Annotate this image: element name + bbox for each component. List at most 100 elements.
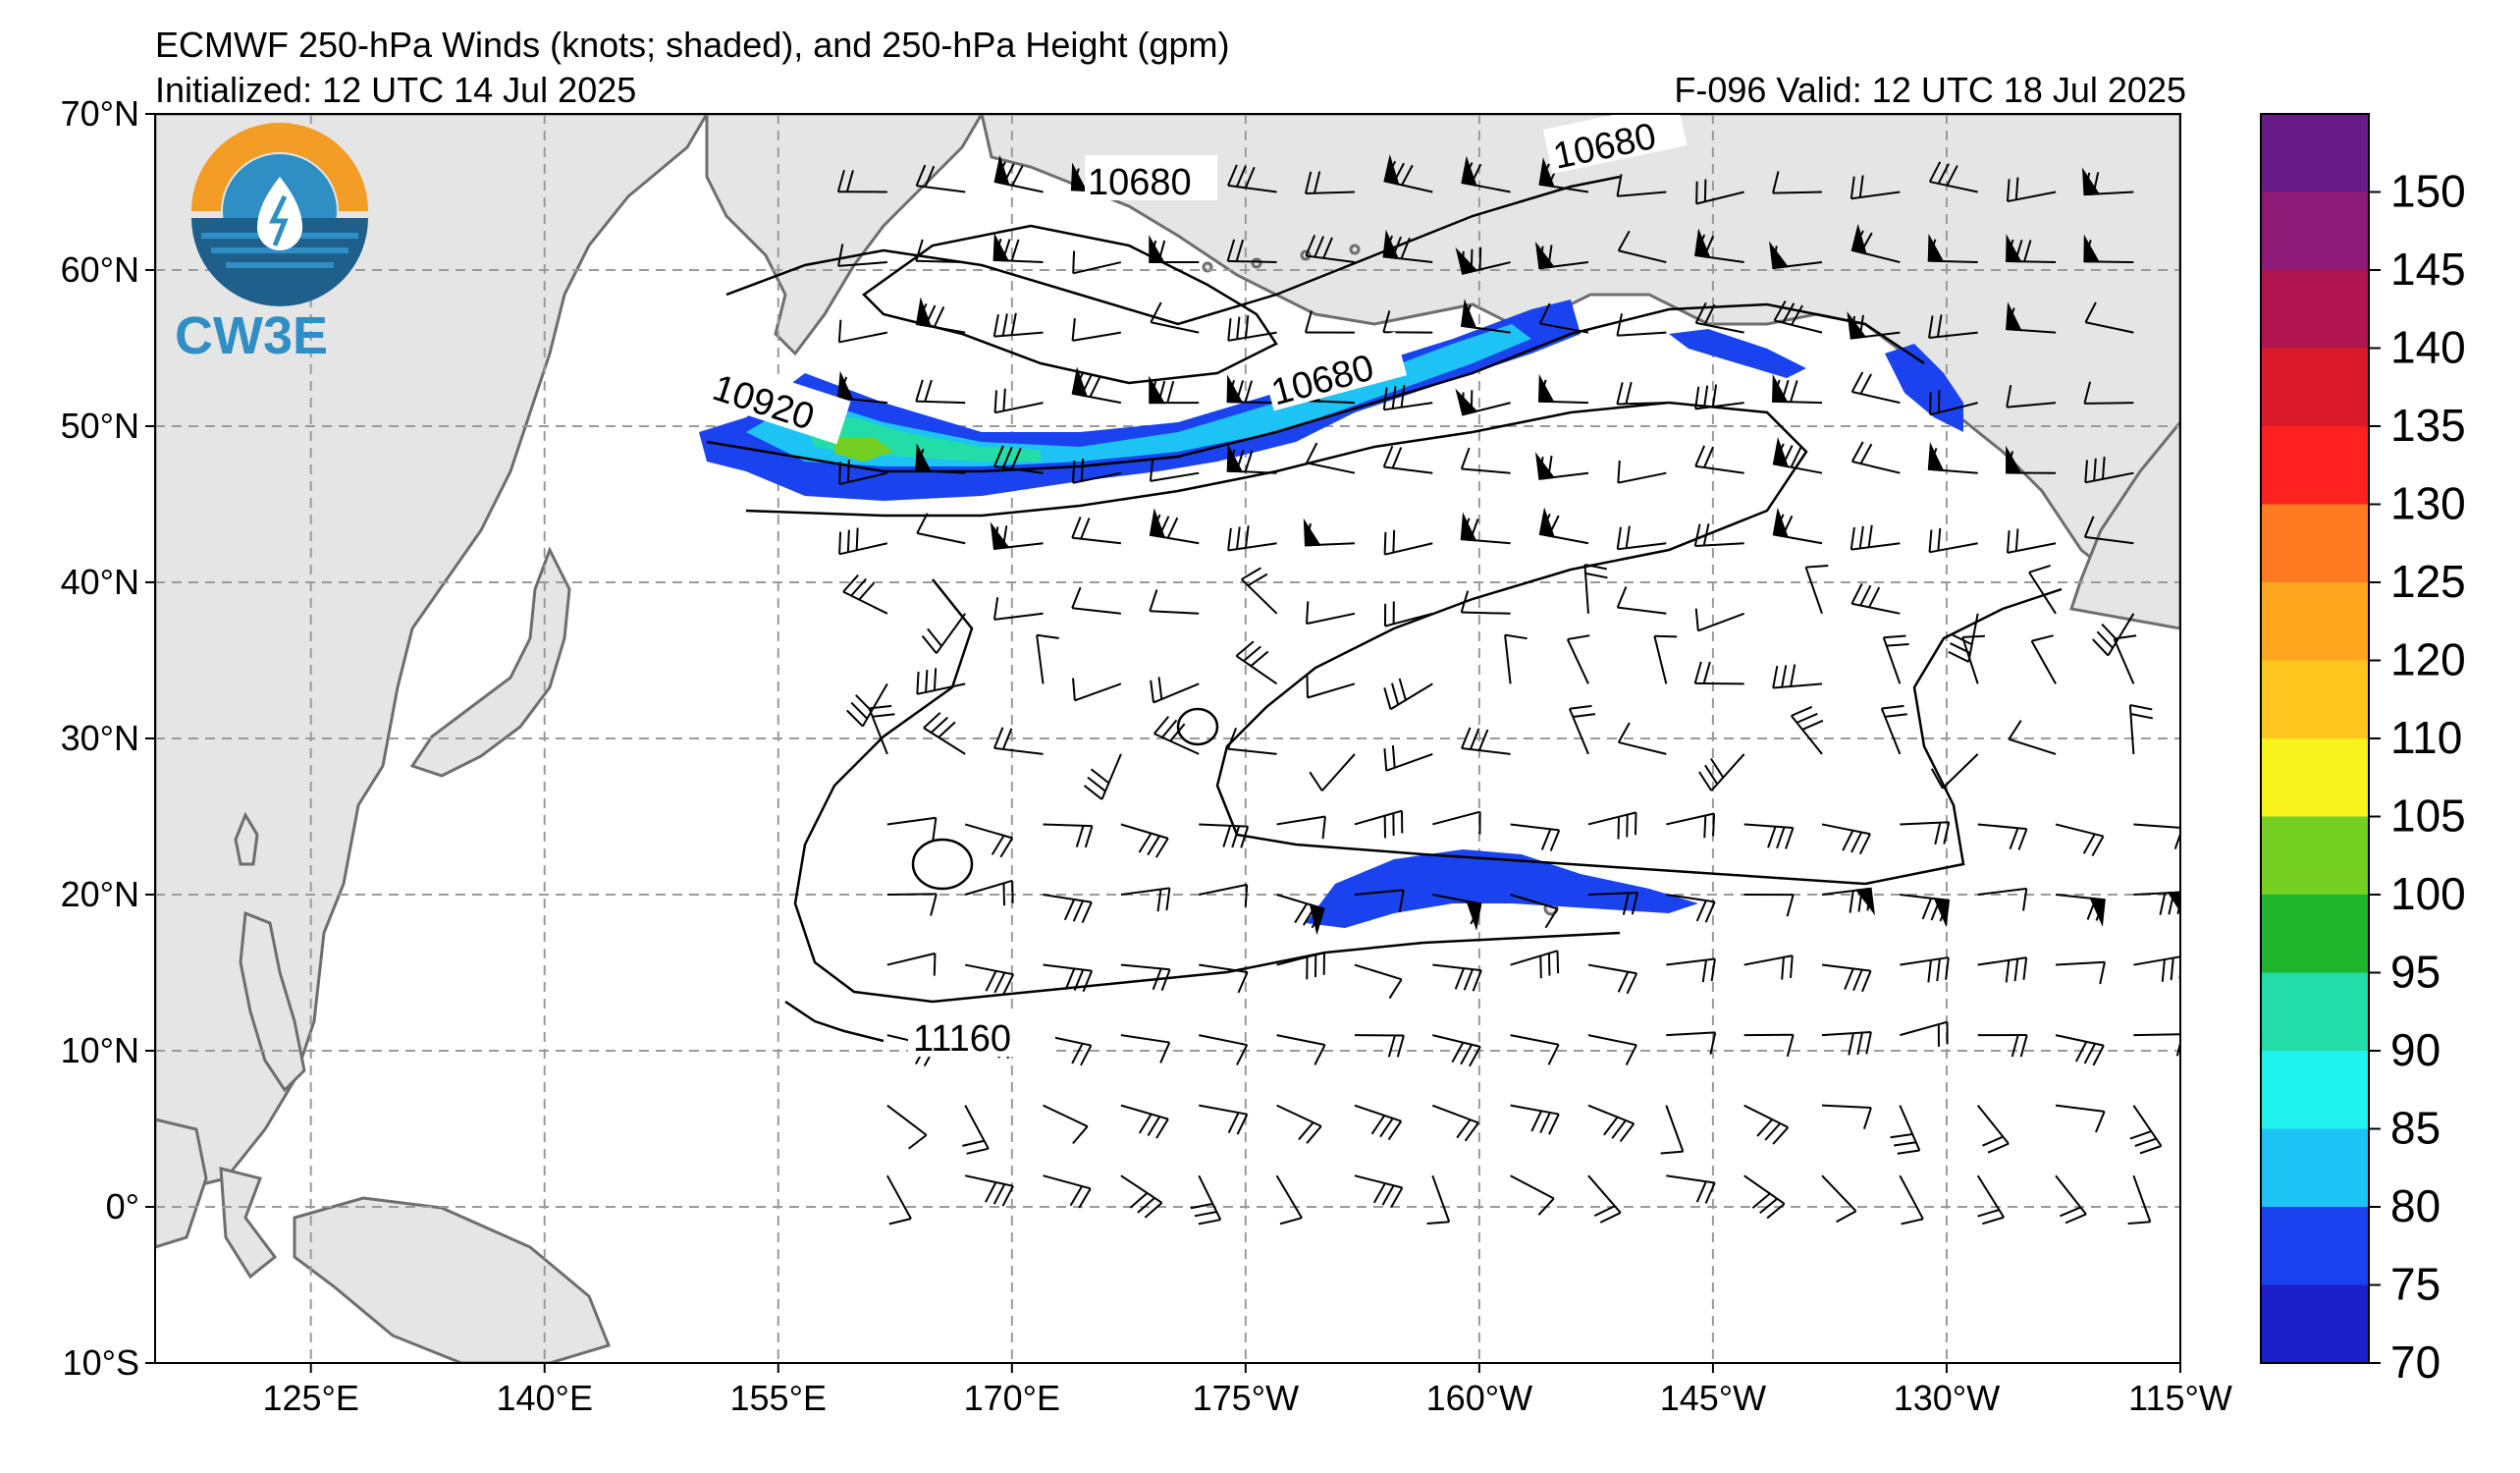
- wind-barb: [2008, 720, 2057, 755]
- wind-barb: [1900, 956, 1950, 983]
- wind-barb: [1534, 241, 1589, 270]
- wind-barb: [2082, 167, 2134, 196]
- colorbar-swatch: [2261, 191, 2369, 271]
- wind-barb: [923, 712, 966, 755]
- wind-barb: [1666, 1174, 1716, 1204]
- wind-barb: [1461, 727, 1511, 755]
- lon-tick-label: 140°E: [496, 1378, 592, 1418]
- wind-barb: [2083, 234, 2134, 264]
- wind-barb: [1199, 823, 1250, 848]
- wind-barb: [1693, 523, 1744, 548]
- wind-barb: [1354, 963, 1403, 1000]
- wind-barb: [1120, 887, 1171, 912]
- wind-barb: [1227, 525, 1277, 552]
- wind-barb: [992, 233, 1044, 264]
- jet-core-85kt: [746, 324, 1531, 466]
- wind-barb: [921, 613, 967, 654]
- wind-barb: [2084, 301, 2134, 334]
- wind-barb: [2128, 704, 2154, 754]
- wind-barb: [1227, 164, 1277, 193]
- wind-barb: [1432, 1034, 1481, 1067]
- wind-barb: [1666, 957, 1716, 983]
- wind-barb: [992, 727, 1044, 755]
- colorbar-tick-label: 90: [2390, 1024, 2440, 1075]
- wind-barb: [2133, 891, 2180, 915]
- wind-barb: [1850, 223, 1901, 264]
- wind-barb: [1929, 390, 1978, 416]
- colorbar-tick-label: 135: [2390, 400, 2466, 451]
- wind-barb: [1821, 1174, 1857, 1224]
- wind-barb: [886, 816, 938, 841]
- contour-label: 11160: [913, 1018, 1011, 1060]
- wind-barb: [1587, 811, 1637, 840]
- wind-barb: [1309, 753, 1356, 791]
- wind-barb: [846, 682, 888, 728]
- contour-label-bg: [1261, 331, 1408, 411]
- colorbar-swatch: [2261, 660, 2369, 739]
- height-contour-small-ring: [1176, 707, 1219, 746]
- height-contours: [706, 175, 2063, 1043]
- logo-sun-arc: [191, 123, 368, 211]
- wind-barb: [1850, 524, 1901, 551]
- colorbar-tick-label: 120: [2390, 634, 2466, 685]
- wind-barb: [1900, 821, 1951, 846]
- wind-barb: [1850, 582, 1901, 615]
- axes: 70°N 60°N 50°N 40°N 30°N 20°N 10°N 0° 10°S 125°E 1…: [61, 93, 2232, 1418]
- wind-barb: [1036, 633, 1059, 684]
- contour-label: 10680: [1088, 162, 1192, 203]
- wind-barb: [1354, 1174, 1404, 1208]
- wind-barb: [886, 1104, 928, 1150]
- colorbar-tick-label: 95: [2390, 947, 2440, 998]
- lat-tick-label: 50°N: [61, 406, 139, 446]
- wind-barb: [1149, 459, 1200, 482]
- wind-barb: [2055, 1174, 2087, 1225]
- wind-barb: [1666, 894, 1716, 923]
- lat-tick-label: 70°N: [61, 93, 139, 134]
- colorbar: 150 145 140 135 130 125 120 110 105 100 95 90 85 80 75…: [2260, 113, 2466, 1388]
- wind-barb: [1510, 1034, 1560, 1065]
- colorbar-tick-label: 140: [2390, 322, 2466, 373]
- colorbar-swatch: [2261, 1207, 2369, 1285]
- wind-barb: [1383, 601, 1433, 627]
- logo-text: CW3E: [175, 306, 328, 365]
- wind-barb: [1354, 809, 1404, 839]
- colorbar-tick-label: 145: [2390, 244, 2466, 295]
- wind-barb: [1432, 894, 1482, 931]
- height-contour-10800: [725, 175, 1621, 326]
- initialized-label: Initialized: 12 UTC 14 Jul 2025: [155, 70, 637, 110]
- wind-barb: [1383, 529, 1433, 556]
- lat-tick-label: 40°N: [61, 562, 139, 602]
- lon-tick-label: 125°E: [262, 1378, 358, 1418]
- wind-barb: [1199, 1034, 1249, 1065]
- wind-barb: [1821, 823, 1871, 855]
- wind-barb: [1150, 301, 1200, 334]
- colorbar-swatch: [2261, 426, 2369, 505]
- colorbar-swatch: [2261, 582, 2369, 661]
- wind-barb: [1510, 1174, 1555, 1216]
- colorbar-swatch: [2261, 738, 2369, 817]
- wind-barb: [1149, 235, 1200, 264]
- asia-landmass: [155, 114, 709, 1200]
- wind-barb: [1616, 313, 1667, 337]
- wind-barb: [1804, 565, 1829, 615]
- wind-barb: [886, 893, 938, 916]
- contour-label-bg: [908, 1011, 1055, 1057]
- wind-barb: [1276, 894, 1325, 936]
- wind-barb: [1535, 452, 1589, 480]
- wind-barb: [1276, 952, 1325, 980]
- wind-barb: [1617, 722, 1667, 755]
- wind-barb: [1587, 963, 1638, 995]
- wind-barb: [964, 879, 1014, 906]
- contour-label-bg: [1085, 155, 1217, 200]
- wind-barb: [1772, 171, 1823, 194]
- wind-barb: [1880, 704, 1907, 755]
- height-contour-high-center: [911, 838, 974, 891]
- wind-barb: [2006, 528, 2057, 554]
- wind-barb: [1149, 375, 1200, 405]
- wind-barb: [1043, 1174, 1092, 1209]
- wind-barb: [992, 597, 1044, 621]
- wind-barb: [2006, 301, 2057, 334]
- wind-barb: [1383, 154, 1433, 193]
- wind-barb: [1772, 507, 1823, 545]
- wind-barb: [1694, 228, 1744, 264]
